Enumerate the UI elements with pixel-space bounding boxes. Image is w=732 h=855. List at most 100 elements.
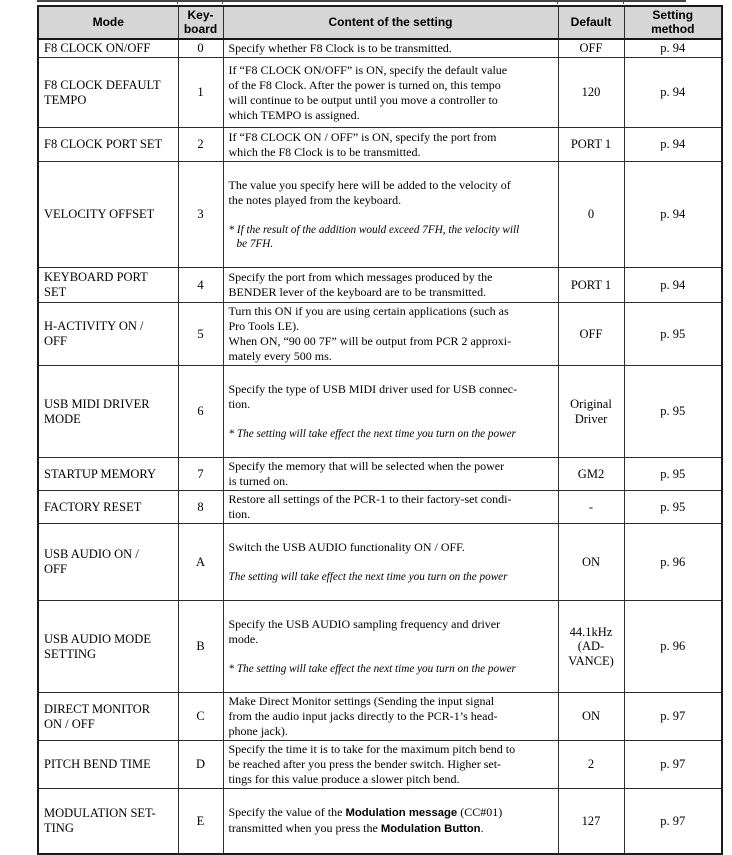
table-row: USB AUDIO MODE SETTING B Specify the USB… — [37, 600, 723, 693]
content-text: Restore all settings of the PCR-1 to the… — [228, 492, 512, 521]
keyboard-cell: A — [177, 523, 224, 601]
keyboard-cell: 8 — [177, 490, 224, 524]
keyboard-cell: 0 — [177, 38, 224, 58]
default-cell: OFF — [557, 302, 625, 366]
content-cell: Specify the USB AUDIO sampling frequency… — [222, 600, 559, 693]
content-text: The value you specify here will be added… — [228, 178, 511, 207]
default-cell: 120 — [557, 57, 625, 128]
content-cell: Specify whether F8 Clock is to be transm… — [222, 38, 559, 58]
mode-cell: STARTUP MEMORY — [37, 457, 179, 491]
table-row: STARTUP MEMORY 7 Specify the memory that… — [37, 457, 723, 491]
content-text: Turn this ON if you are using certain ap… — [228, 304, 512, 363]
mode-cell: KEYBOARD PORT SET — [37, 267, 179, 303]
default-cell: OFF — [557, 38, 625, 58]
content-text: Make Direct Monitor settings (Sending th… — [228, 694, 498, 738]
setting-method-cell: p. 95 — [623, 457, 723, 491]
keyboard-cell: E — [177, 788, 224, 855]
content-note: The setting will take effect the next ti… — [228, 571, 508, 583]
setting-method-cell: p. 97 — [623, 788, 723, 855]
default-cell: GM2 — [557, 457, 625, 491]
table-row: DIRECT MONITOR ON / OFF C Make Direct Mo… — [37, 692, 723, 741]
default-cell: 2 — [557, 740, 625, 789]
column-divider-stub — [557, 0, 558, 4]
table-row: USB MIDI DRIVER MODE 6 Specify the type … — [37, 365, 723, 458]
mode-cell: F8 CLOCK DEFAULT TEMPO — [37, 57, 179, 128]
mode-cell: FACTORY RESET — [37, 490, 179, 524]
keyboard-cell: 7 — [177, 457, 224, 491]
content-cell: Specify the time it is to take for the m… — [222, 740, 559, 789]
keyboard-cell: 5 — [177, 302, 224, 366]
table-row: PITCH BEND TIME D Specify the time it is… — [37, 740, 723, 789]
mode-cell: PITCH BEND TIME — [37, 740, 179, 789]
content-text: Specify the memory that will be selected… — [228, 459, 505, 488]
column-divider-stub — [177, 0, 178, 4]
setting-method-cell: p. 94 — [623, 127, 723, 162]
setting-method-cell: p. 96 — [623, 523, 723, 601]
content-note: * The setting will take effect the next … — [228, 663, 516, 675]
mode-cell: H-ACTIVITY ON / OFF — [37, 302, 179, 366]
mode-cell: DIRECT MONITOR ON / OFF — [37, 692, 179, 741]
table-row: FACTORY RESET 8 Restore all settings of … — [37, 490, 723, 524]
keyboard-cell: 4 — [177, 267, 224, 303]
keyboard-cell: 6 — [177, 365, 224, 458]
table-row: VELOCITY OFFSET 3 The value you specify … — [37, 161, 723, 268]
default-cell: 44.1kHz (AD- VANCE) — [557, 600, 625, 693]
table-row: F8 CLOCK DEFAULT TEMPO 1 If “F8 CLOCK ON… — [37, 57, 723, 128]
content-cell: If “F8 CLOCK ON/OFF” is ON, specify the … — [222, 57, 559, 128]
setting-method-cell: p. 94 — [623, 161, 723, 268]
content-cell: If “F8 CLOCK ON / OFF” is ON, specify th… — [222, 127, 559, 162]
default-cell: 127 — [557, 788, 625, 855]
keyboard-cell: 3 — [177, 161, 224, 268]
bold-ui-term: Modulation message — [345, 807, 458, 819]
content-text: Specify the port from which messages pro… — [228, 270, 493, 299]
content-cell: Restore all settings of the PCR-1 to the… — [222, 490, 559, 524]
content-text: Switch the USB AUDIO functionality ON / … — [228, 540, 465, 554]
column-divider-stub — [222, 0, 223, 4]
content-note: * If the result of the addition would ex… — [228, 224, 520, 250]
content-cell: Specify the memory that will be selected… — [222, 457, 559, 491]
content-text: Specify the value of the Modulation mess… — [229, 805, 554, 837]
table-row: H-ACTIVITY ON / OFF 5 Turn this ON if yo… — [37, 302, 723, 366]
mode-cell: F8 CLOCK ON/OFF — [37, 38, 179, 58]
keyboard-cell: 1 — [177, 57, 224, 128]
content-text: Specify the time it is to take for the m… — [228, 742, 516, 786]
content-cell: Turn this ON if you are using certain ap… — [222, 302, 559, 366]
table-row: KEYBOARD PORT SET 4 Specify the port fro… — [37, 267, 723, 303]
default-cell: - — [557, 490, 625, 524]
column-header-keyboard: Key- board — [177, 5, 224, 40]
content-text: Specify whether F8 Clock is to be transm… — [228, 41, 452, 55]
default-cell: PORT 1 — [557, 267, 625, 303]
default-cell: Original Driver — [557, 365, 625, 458]
column-divider-stub — [623, 0, 624, 4]
setting-method-cell: p. 95 — [623, 365, 723, 458]
setting-method-cell: p. 94 — [623, 57, 723, 128]
column-header-setting-method: Setting method — [623, 5, 723, 40]
setting-method-cell: p. 94 — [623, 267, 723, 303]
table-row: MODULATION SET- TING E Specify the value… — [37, 788, 723, 855]
content-cell: Switch the USB AUDIO functionality ON / … — [222, 523, 559, 601]
keyboard-cell: C — [177, 692, 224, 741]
bold-ui-term: Modulation Button — [380, 823, 481, 835]
mode-cell: USB AUDIO MODE SETTING — [37, 600, 179, 693]
default-cell: ON — [557, 692, 625, 741]
content-text: Specify the type of USB MIDI driver used… — [228, 382, 518, 411]
setting-method-cell: p. 95 — [623, 302, 723, 366]
content-cell: Specify the type of USB MIDI driver used… — [222, 365, 559, 458]
column-header-default: Default — [557, 5, 625, 40]
settings-table: Mode Key- board Content of the setting D… — [37, 5, 723, 855]
keyboard-cell: 2 — [177, 127, 224, 162]
mode-cell: USB MIDI DRIVER MODE — [37, 365, 179, 458]
content-text-segment: . — [480, 821, 484, 835]
column-header-mode: Mode — [37, 5, 179, 40]
content-cell: Make Direct Monitor settings (Sending th… — [222, 692, 559, 741]
setting-method-cell: p. 97 — [623, 740, 723, 789]
table-row: F8 CLOCK ON/OFF 0 Specify whether F8 Clo… — [37, 38, 723, 58]
column-header-content: Content of the setting — [222, 5, 559, 40]
content-text-segment: Specify the value of the — [228, 805, 346, 819]
default-cell: ON — [557, 523, 625, 601]
default-cell: PORT 1 — [557, 127, 625, 162]
table-row: USB AUDIO ON / OFF A Switch the USB AUDI… — [37, 523, 723, 601]
mode-cell: USB AUDIO ON / OFF — [37, 523, 179, 601]
setting-method-cell: p. 97 — [623, 692, 723, 741]
mode-cell: MODULATION SET- TING — [37, 788, 179, 855]
